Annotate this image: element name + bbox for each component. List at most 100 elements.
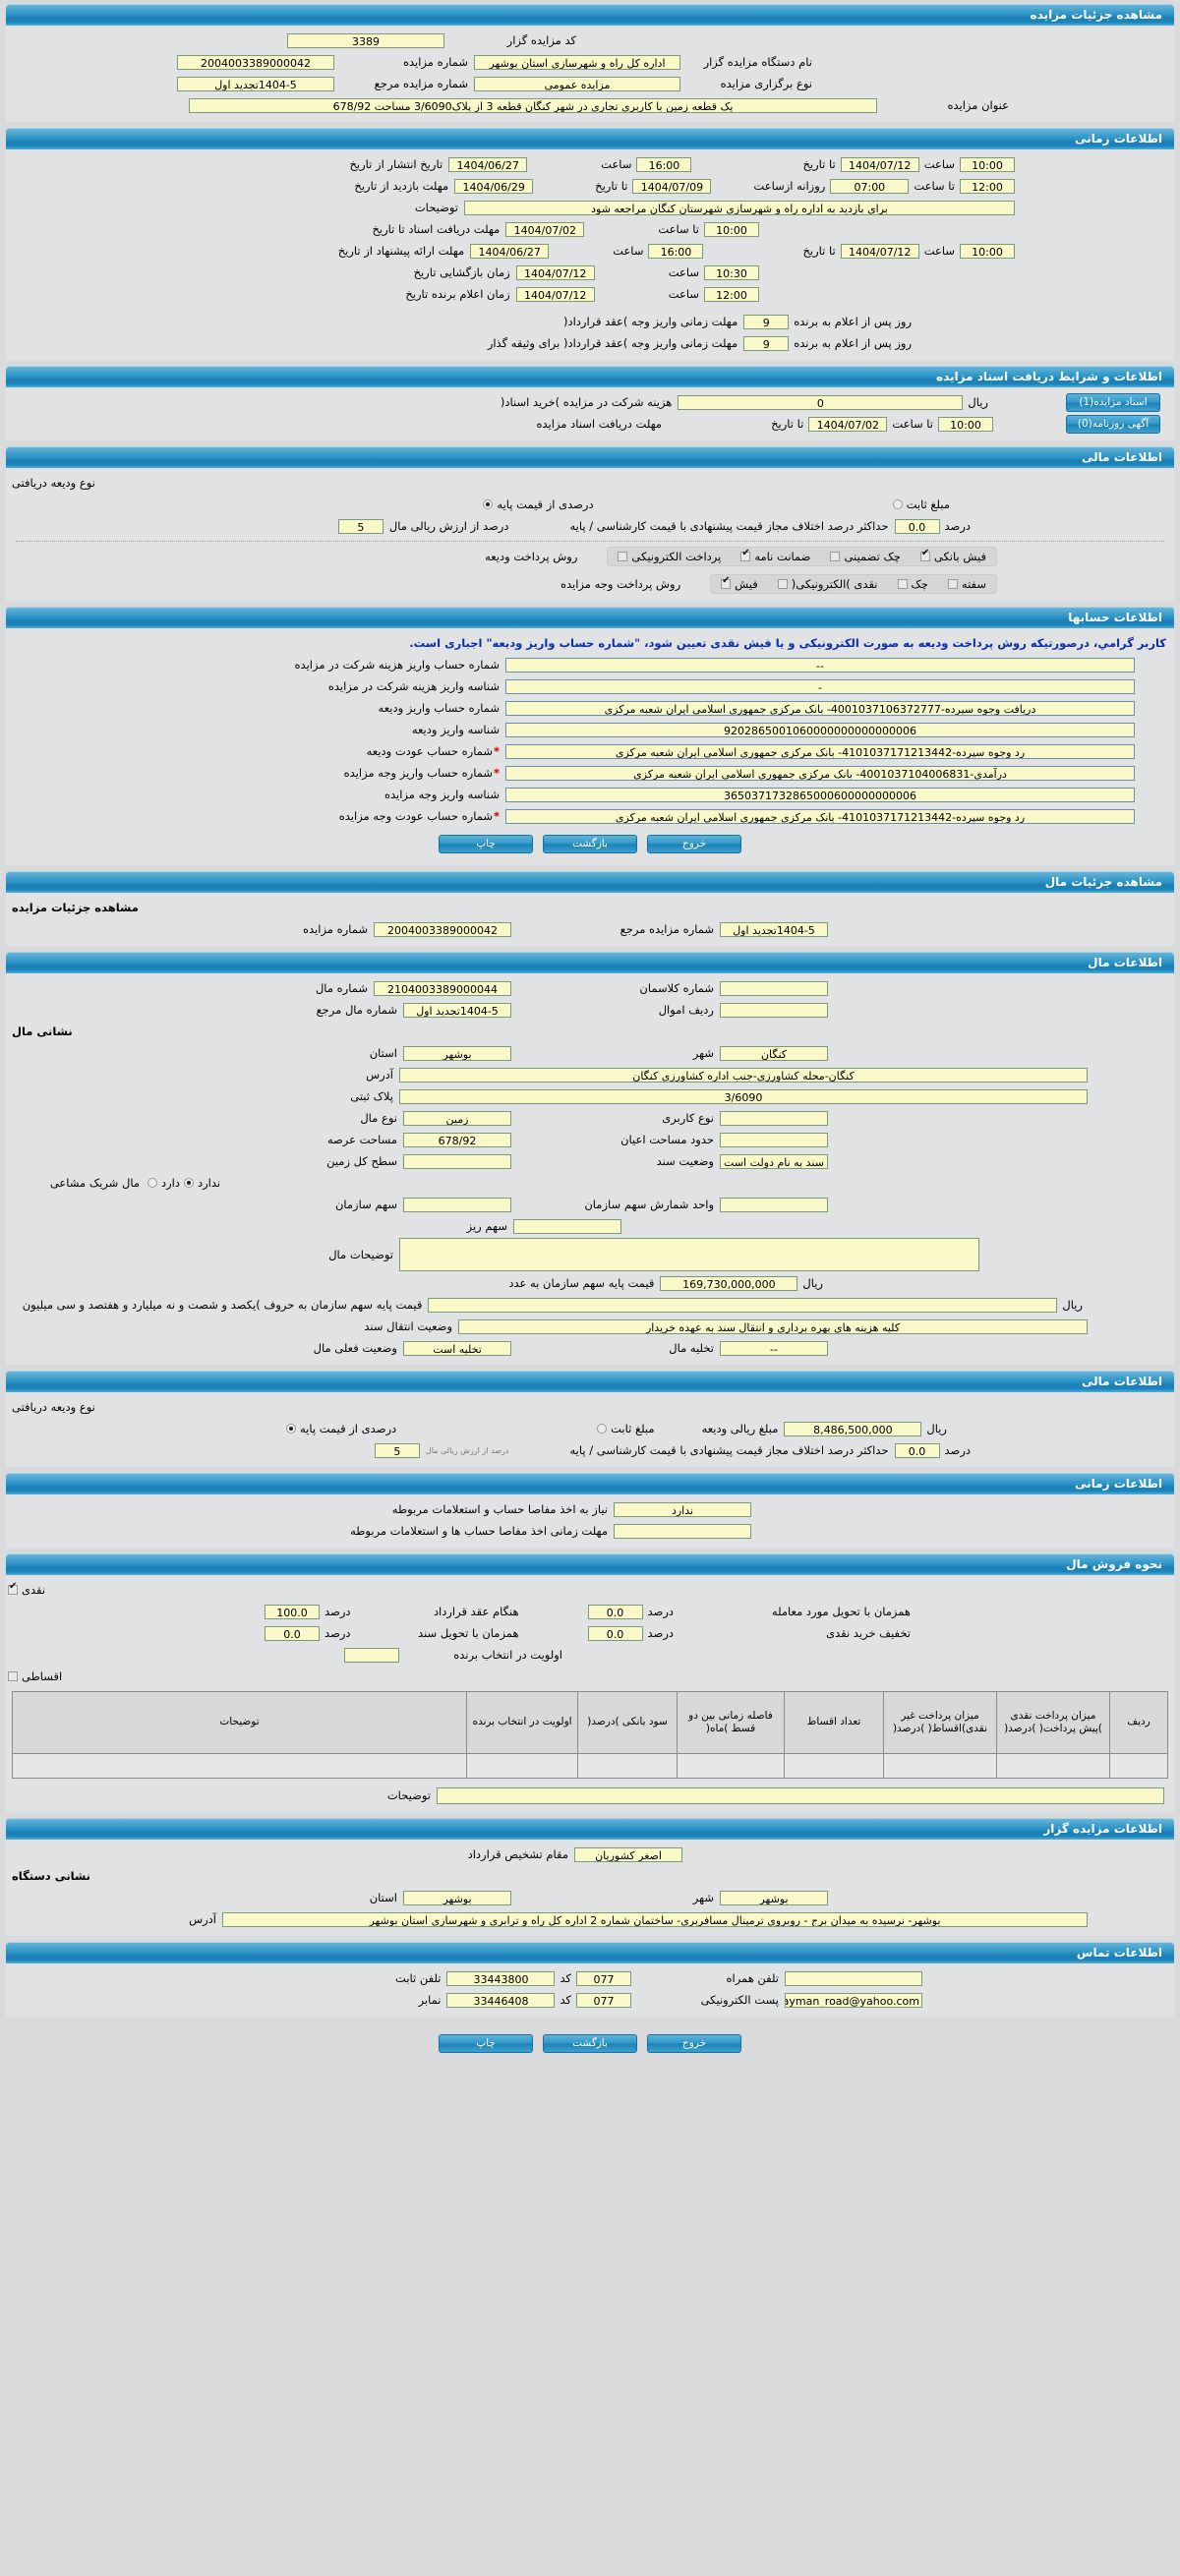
doc-deadline-hour-label: تا ساعت	[892, 417, 933, 431]
row-docs-deadline: 10:00 تا ساعت 1404/07/02 مهلت دریافت اسن…	[6, 218, 1174, 240]
payment-method-1-checkbox[interactable]	[777, 579, 788, 589]
deposit-method-0-checkbox[interactable]	[618, 552, 628, 561]
print-button-top[interactable]: چاپ	[439, 835, 533, 853]
row-asset-kind: نوع کاربری زمین نوع مال	[6, 1107, 1174, 1129]
payment-method-2-label: چک	[911, 577, 928, 591]
asset-auction-number-value: 2004003389000042	[374, 921, 511, 937]
auction-details-page: مشاهده جزئیات مزایده کد مزایده گزار 3389…	[0, 4, 1180, 2069]
deposit-option-fixed-label: مبلغ ثابت	[906, 498, 950, 511]
auctioneer-city-value: بوشهر	[720, 1890, 828, 1905]
asset-shared-yes-radio[interactable]	[148, 1178, 157, 1188]
row-sale-doc: تخفیف خرید نقدی درصد 0.0 همزمان با تحویل…	[6, 1622, 1174, 1644]
time-info-panel: 10:00 ساعت 1404/07/12 تا تاریخ 16:00 ساع…	[6, 149, 1174, 360]
auction-type-value: مزایده عمومی	[474, 76, 680, 91]
auction-documents-button[interactable]: اسناد مزایده(1)	[1066, 392, 1160, 412]
row-asset-shared: ندارد دارد مال شریک مشاعی	[6, 1172, 1174, 1194]
row-sale-cash: نقدی	[6, 1579, 1174, 1601]
sale-delivery-unit: درصد	[647, 1605, 674, 1618]
row-auction-org: نام دستگاه مزایده گزار اداره کل راه و شه…	[6, 51, 1174, 73]
row-asset-deadline: مهلت زمانی اخذ مفاصا حساب ها و استعلامات…	[6, 1520, 1174, 1542]
sale-installment-checkbox[interactable]	[8, 1671, 18, 1681]
payment-method-1-label: نقدی )الکترونیکی(	[791, 577, 878, 591]
sale-cash-checkbox[interactable]	[8, 1582, 18, 1595]
row-contact-tel: تلفن همراه 077 کد 33443800 تلفن ثابت	[6, 1967, 1174, 1989]
row-auction-code: کد مزایده گزار 3389	[6, 29, 1174, 51]
row-deposit-percent: درصد 0.0 حداکثر درصد اختلاف مجاز قیمت پی…	[6, 515, 1174, 537]
account-6-label: شناسه واریز وجه مزایده	[384, 788, 500, 801]
section-header-doc-conditions: اطلاعات و شرایط دریافت اسناد مزایده	[6, 366, 1174, 387]
installment-desc-label: توضیحات	[386, 1788, 431, 1802]
asset-base-price-text-value	[428, 1297, 1058, 1313]
asset-fine-share-value	[513, 1218, 621, 1234]
asset-deposit-option-percent-label: درصدی از قیمت پایه	[299, 1422, 397, 1435]
open-date-value: 1404/07/12	[515, 264, 595, 280]
deposit-method-1-checkbox[interactable]	[740, 549, 751, 561]
asset-maxdiff-unit: درصد	[944, 1443, 971, 1457]
row-asset-base-price-num: ریال 169,730,000,000 قیمت پایه سهم سازما…	[6, 1272, 1174, 1294]
row-payment-deadline-1: روز پس از اعلام به برنده 9 مهلت زمانی وا…	[6, 311, 1174, 332]
doc-deadline-to-label: تا تاریخ	[771, 417, 804, 431]
sale-contract-label: هنگام عقد قرارداد	[433, 1605, 519, 1618]
row-authority: اصغر کشوریان مقام تشخیص قرارداد	[6, 1844, 1174, 1865]
asset-deposit-percent-value: 5	[374, 1442, 420, 1458]
visit-daily-to-value: 12:00	[960, 178, 1015, 194]
deposit-method-label: روش پرداخت ودیعه	[485, 550, 578, 563]
row-deposit-method: فیش بانکی چک تضمینی ضمانت نامه پرداخت ال…	[6, 546, 1174, 567]
payment-method-0-checkbox[interactable]	[721, 576, 732, 589]
asset-deposit-option-percent-radio[interactable]	[285, 1424, 296, 1434]
device-address-header: نشانی دستگاه	[12, 1869, 90, 1883]
row-sale-priority: اولویت در انتخاب برنده	[6, 1644, 1174, 1666]
asset-plate-value: 3/6090	[399, 1088, 1088, 1104]
row-deposit-options: مبلغ ثابت درصدی از قیمت پایه	[6, 494, 1174, 515]
asset-area-value: 678/92	[403, 1132, 511, 1147]
asset-deposit-type-label: نوع ودیعه دریافتی	[12, 1400, 95, 1414]
installment-col-interval: فاصله زمانی بین دو قسط )ماه(	[677, 1691, 785, 1754]
asset-base-price-num-value: 169,730,000,000	[660, 1275, 798, 1291]
asset-base-price-text-label: قیمت پایه سهم سازمان به حروف )یکصد و شصت…	[22, 1298, 423, 1312]
asset-fine-share-label: سهم ریز	[466, 1219, 507, 1233]
row-asset-fine-share: سهم ریز	[6, 1215, 1174, 1237]
row-asset-org-share: واحد شمارش سهم سازمان سهم سازمان	[6, 1194, 1174, 1215]
payment-method-2-checkbox[interactable]	[897, 579, 908, 589]
row-visit-date: 12:00 تا ساعت 07:00 روزانه ازساعت 1404/0…	[6, 175, 1174, 197]
account-5-value: درآمدی-4001037104006831- بانک مرکزی جمهو…	[505, 765, 1135, 781]
asset-rowno-label: ردیف اموال	[658, 1003, 714, 1017]
auction-code-value: 3389	[287, 32, 444, 48]
open-hour-label: ساعت	[668, 265, 699, 279]
payment-method-3-checkbox[interactable]	[947, 579, 958, 589]
asset-shared-no-radio[interactable]	[184, 1178, 194, 1188]
asset-deposit-option-fixed-radio[interactable]	[597, 1424, 608, 1434]
deposit-percent-label: درصد از ارزش ریالی مال	[388, 519, 509, 533]
row-asset-deposit-percent: درصد 0.0 حداکثر درصد اختلاف مجاز قیمت پی…	[6, 1439, 1174, 1461]
deposit-percent-value: 5	[337, 518, 384, 534]
deposit-method-0-label: پرداخت الکترونیکی	[631, 550, 722, 563]
asset-details-panel: مشاهده جزئیات مزایده 1404-5تجدید اول شما…	[6, 893, 1174, 946]
exit-button-bottom[interactable]: خروج	[647, 2034, 741, 2053]
deposit-option-percent-radio[interactable]	[483, 499, 494, 509]
asset-address-header: نشانی مال	[12, 1025, 73, 1038]
exit-button-top[interactable]: خروج	[647, 835, 741, 853]
asset-base-price-unit: ریال	[802, 1276, 823, 1290]
newspaper-ads-button[interactable]: آگهی روزنامه(0)	[1066, 414, 1160, 434]
asset-usage-value	[720, 1110, 828, 1126]
row-device-address-header: نشانی دستگاه	[6, 1865, 1174, 1887]
back-button-top[interactable]: بازگشت	[543, 835, 637, 853]
row-time-desc: برای بازدید به اداره راه و شهرسازی شهرست…	[6, 197, 1174, 218]
print-button-bottom[interactable]: چاپ	[439, 2034, 533, 2053]
deposit-method-3-checkbox[interactable]	[919, 549, 930, 561]
deposit-method-2-checkbox[interactable]	[830, 552, 841, 561]
section-header-asset-financial: اطلاعات مالی	[6, 1371, 1174, 1392]
account-0-value: --	[505, 657, 1135, 673]
docs-hour-label: تا ساعت	[658, 222, 699, 236]
deposit-option-fixed-radio[interactable]	[892, 499, 903, 509]
back-button-bottom[interactable]: بازگشت	[543, 2034, 637, 2053]
sale-discount-unit: درصد	[647, 1626, 674, 1640]
deposit-method-3-label: فیش بانکی	[933, 550, 986, 563]
asset-org-share-value	[403, 1197, 511, 1212]
installment-table-empty-row	[12, 1753, 1168, 1779]
section-header-financial-info: اطلاعات مالی	[6, 446, 1174, 468]
authority-value: اصغر کشوریان	[574, 1846, 682, 1862]
asset-transfer-value: کلیه هزینه های بهره برداری و انتقال سند …	[458, 1318, 1088, 1334]
row-contact-fax: ayman_road@yahoo.com پست الکترونیکی 077 …	[6, 1989, 1174, 2011]
asset-shared-yes-label: دارد	[161, 1176, 180, 1190]
